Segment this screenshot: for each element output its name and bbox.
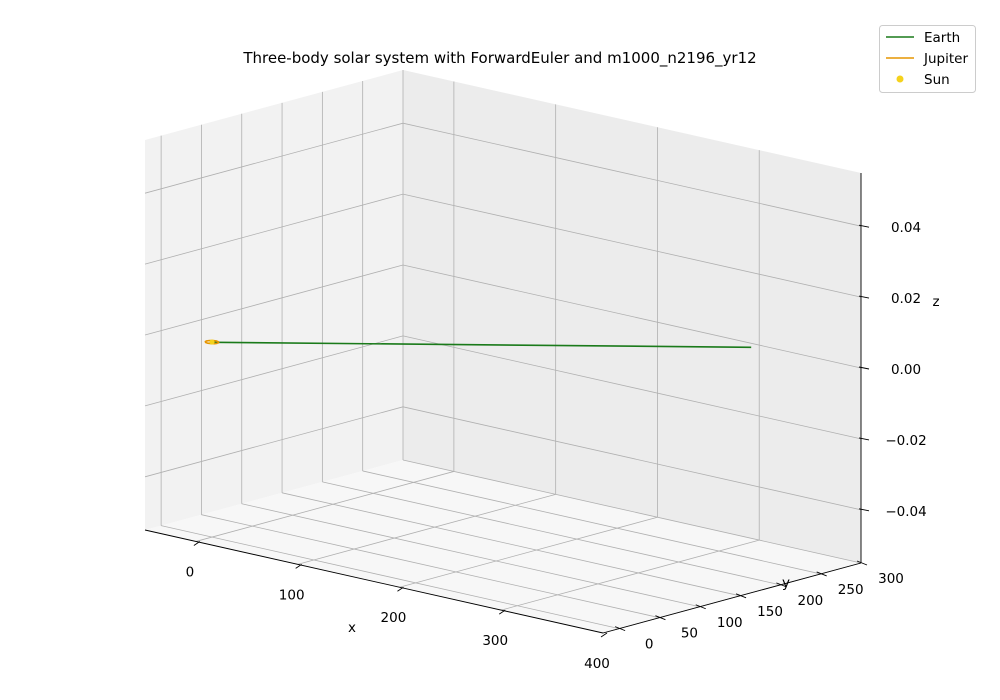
y-tick-6 xyxy=(856,560,868,566)
earth-trajectory xyxy=(212,341,752,349)
z-grid-left-3 xyxy=(144,193,404,265)
legend-earth-label: Earth xyxy=(924,30,960,46)
z-grid-back-2 xyxy=(402,264,862,369)
y-tick-5 xyxy=(816,571,827,577)
z-grid-back-4 xyxy=(402,122,862,227)
sun-point-0 xyxy=(209,339,215,345)
y-tick-4 xyxy=(776,582,787,588)
y-grid-floor-2 xyxy=(241,503,700,608)
z-tick-label-2: 0.00 xyxy=(891,362,921,378)
legend-jupiter-label: Jupiter xyxy=(923,51,968,67)
z-tick-2 xyxy=(858,366,870,370)
z-tick-1 xyxy=(858,437,870,441)
y-grid-floor-5 xyxy=(362,470,821,575)
legend-box xyxy=(879,25,976,93)
floor-pane xyxy=(145,460,861,633)
legend-sun-swatch xyxy=(896,75,904,83)
z-tick-label-3: 0.02 xyxy=(891,291,921,307)
z-tick-4 xyxy=(858,224,870,228)
z-tick-3 xyxy=(858,295,870,299)
y-tick-label-1: 50 xyxy=(681,626,698,642)
legend-sun-label: Sun xyxy=(924,72,950,88)
y-grid-floor-0 xyxy=(161,525,620,630)
y-tick-label-4: 200 xyxy=(797,593,823,609)
z-grid-back-0 xyxy=(402,406,862,511)
z-tick-label-4: 0.04 xyxy=(891,220,921,236)
z-grid-back-3 xyxy=(402,193,862,298)
x-tick-4 xyxy=(600,632,608,638)
z-tick-label-1: −0.02 xyxy=(885,433,926,449)
x-tick-label-0: 0 xyxy=(186,564,195,580)
axis-lines xyxy=(144,173,862,634)
x-grid-floor-0 xyxy=(195,471,454,542)
x-tick-2 xyxy=(397,586,404,592)
x-tick-0 xyxy=(193,541,201,546)
y-tick-label-0: 0 xyxy=(645,637,654,653)
x-tick-3 xyxy=(498,609,506,615)
plot-area xyxy=(204,339,752,349)
x-tick-label-3: 300 xyxy=(482,633,508,649)
z-grid-back-1 xyxy=(402,335,862,440)
y-grid-floor-6 xyxy=(402,459,862,564)
z-tick-label-0: −0.04 xyxy=(885,504,926,520)
y-tick-3 xyxy=(735,593,747,599)
z-grid-left-1 xyxy=(144,335,404,407)
y-tick-0 xyxy=(614,626,626,632)
tick-marks: 0 100 200 300 400 0 50 100 150 200 250 300 −0.04 −0.0… xyxy=(186,220,927,672)
x-grid-floor-2 xyxy=(399,516,658,588)
z-grid-left-2 xyxy=(144,264,404,336)
z-tick-0 xyxy=(858,508,870,512)
y-tick-label-5: 250 xyxy=(838,582,864,598)
z-grid-left-0 xyxy=(144,406,404,478)
x-tick-label-2: 200 xyxy=(381,610,407,626)
x-tick-label-1: 100 xyxy=(279,587,305,603)
legend: Earth Jupiter Sun xyxy=(879,25,976,93)
z-axis-label: z xyxy=(932,294,939,310)
axes-panes xyxy=(145,70,861,633)
y-tick-label-2: 100 xyxy=(717,615,743,631)
x-axis-label: x xyxy=(348,620,356,636)
y-grid-floor-1 xyxy=(201,514,660,619)
y-tick-1 xyxy=(655,615,666,621)
y-tick-label-3: 150 xyxy=(757,604,783,620)
y-axis-line xyxy=(602,562,862,634)
x-grid-floor-1 xyxy=(297,493,556,565)
y-grid-floor-3 xyxy=(281,492,741,597)
x-axis-line xyxy=(144,529,604,634)
y-grid-floor-4 xyxy=(322,481,781,586)
y-axis-label: y xyxy=(782,575,790,591)
y-tick-label-6: 300 xyxy=(878,571,904,587)
x-tick-label-4: 400 xyxy=(584,656,610,672)
x-grid-floor-3 xyxy=(501,539,760,611)
x-tick-1 xyxy=(295,563,302,569)
y-tick-2 xyxy=(695,604,706,610)
z-grid-left-4 xyxy=(144,122,404,194)
chart-title: Three-body solar system with ForwardEule… xyxy=(242,49,756,68)
